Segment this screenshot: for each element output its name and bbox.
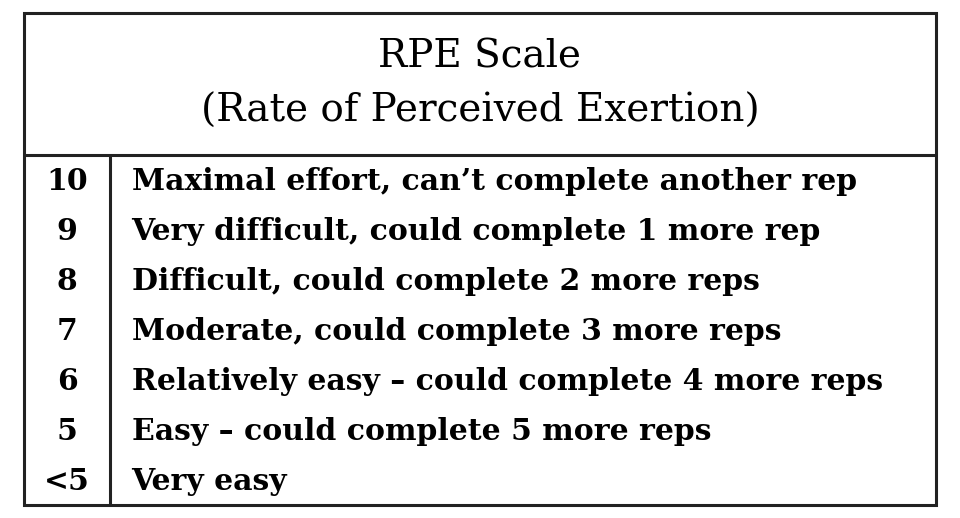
Text: Very difficult, could complete 1 more rep: Very difficult, could complete 1 more re… <box>132 217 821 246</box>
Text: RPE Scale: RPE Scale <box>378 39 582 76</box>
Text: Relatively easy – could complete 4 more reps: Relatively easy – could complete 4 more … <box>132 367 882 396</box>
Text: Maximal effort, can’t complete another rep: Maximal effort, can’t complete another r… <box>132 167 856 196</box>
Text: 6: 6 <box>57 367 78 396</box>
Text: 8: 8 <box>57 267 78 296</box>
Text: 10: 10 <box>46 167 88 196</box>
Text: 9: 9 <box>57 217 78 246</box>
Text: Difficult, could complete 2 more reps: Difficult, could complete 2 more reps <box>132 267 759 296</box>
Text: Very easy: Very easy <box>132 467 287 496</box>
Text: (Rate of Perceived Exertion): (Rate of Perceived Exertion) <box>201 93 759 130</box>
Text: Easy – could complete 5 more reps: Easy – could complete 5 more reps <box>132 416 711 445</box>
Text: Moderate, could complete 3 more reps: Moderate, could complete 3 more reps <box>132 316 781 346</box>
Text: 5: 5 <box>57 416 78 445</box>
Text: 7: 7 <box>57 316 78 346</box>
Text: <5: <5 <box>44 467 90 496</box>
